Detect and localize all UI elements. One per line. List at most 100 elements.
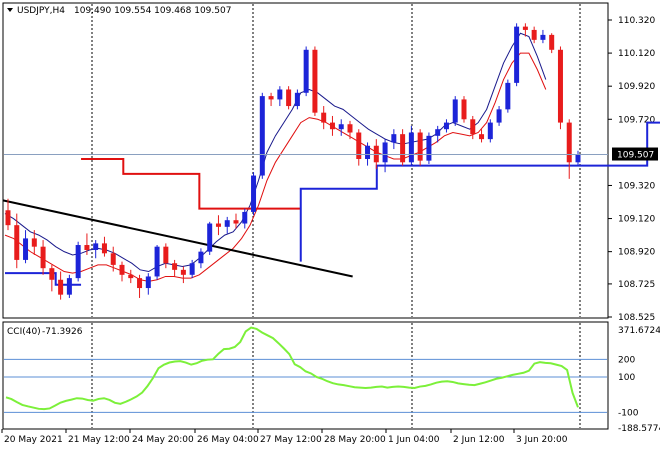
price-axis: 110.320 110.120 109.920 109.720 109.320 109.1… <box>608 16 655 323</box>
cci-tick-label: -188.5774 <box>618 424 660 434</box>
candle-bull <box>145 276 151 289</box>
candle-bear <box>417 132 423 161</box>
candle-bull <box>514 26 520 83</box>
candle-bull <box>189 263 195 275</box>
stop-red-line <box>81 157 301 210</box>
candle-bear <box>58 279 64 295</box>
time-tick-label: 28 May 20:00 <box>324 435 386 445</box>
candle-bull <box>251 175 257 212</box>
cci-value: -71.3926 <box>42 327 83 337</box>
candle-bear <box>180 269 186 275</box>
ohlc-values: 109.490 109.554 109.468 109.507 <box>74 6 231 16</box>
candle-bull <box>294 92 300 107</box>
candle-bear <box>461 99 467 120</box>
candle-bull <box>198 251 204 264</box>
price-tick-label: 109.320 <box>618 181 655 191</box>
candle-bear <box>233 220 239 224</box>
price-tick-label: 110.320 <box>618 16 655 26</box>
candle-bear <box>49 268 55 280</box>
candle-bear <box>557 49 563 123</box>
time-tick-label: 24 May 20:00 <box>132 435 194 445</box>
candle-bull <box>365 145 371 159</box>
candle-bull <box>452 99 458 123</box>
candle-bull <box>338 124 344 130</box>
candle-bull <box>487 122 493 140</box>
candle-bull <box>66 278 72 295</box>
candle-bull <box>207 223 213 252</box>
candle-bull <box>443 122 449 130</box>
candle-bear <box>172 263 178 270</box>
candle-bear <box>5 210 11 226</box>
current-price-label: 109.507 <box>617 151 654 161</box>
chart-header: USDJPY,H4 109.490 109.554 109.468 109.50… <box>7 6 231 16</box>
candle-bear <box>356 132 362 159</box>
candle-bear <box>215 223 221 227</box>
fast-moving-average <box>4 32 547 273</box>
candle-bull <box>435 129 441 136</box>
candle-bull <box>93 243 99 250</box>
candle-bear <box>312 49 318 113</box>
candle-bear <box>268 96 274 100</box>
candle-bull <box>224 220 230 227</box>
cci-tick-label: -100 <box>618 408 639 418</box>
candle-bull <box>259 96 265 176</box>
candle-bear <box>14 225 20 260</box>
current-price-tag <box>612 147 658 161</box>
time-axis: 20 May 2021 21 May 12:00 24 May 20:00 26 Ma… <box>1 429 568 445</box>
time-tick-label: 26 May 04:00 <box>197 435 259 445</box>
trendline <box>2 199 353 278</box>
price-panel-frame <box>2 2 609 319</box>
time-tick-label: 2 Jun 12:00 <box>453 435 505 445</box>
candle-bull <box>408 132 414 163</box>
candle-bull <box>391 134 397 143</box>
candle-bear <box>347 124 353 133</box>
candle-bull <box>303 49 309 93</box>
candle-bull <box>505 82 511 110</box>
cci-line <box>5 326 579 411</box>
candle-bull <box>154 246 160 277</box>
candle-bear <box>549 34 555 50</box>
cci-name: CCI(40) <box>7 327 41 337</box>
candle-bear <box>31 238 37 247</box>
candle-bear <box>137 278 143 289</box>
candle-bear <box>479 134 485 140</box>
candle-bear <box>321 112 327 123</box>
cci-tick-label: 200 <box>618 355 635 365</box>
candle-bear <box>522 26 528 30</box>
time-tick-label: 1 Jun 04:00 <box>388 435 440 445</box>
price-tick-label: 109.920 <box>618 82 655 92</box>
candle-bull <box>23 238 29 260</box>
price-tick-label: 109.120 <box>618 215 655 225</box>
candle-bull <box>496 109 502 123</box>
candlesticks: 109.507 <box>4 23 658 300</box>
candle-bear <box>531 29 537 40</box>
candle-bull <box>382 142 388 163</box>
candle-bull <box>426 135 432 161</box>
cci-series <box>5 326 579 411</box>
symbol-label: USDJPY,H4 <box>17 6 65 16</box>
cci-tick-label: 371.6724 <box>618 326 660 336</box>
cci-tick-label: 100 <box>618 373 635 383</box>
candle-bear <box>101 243 107 254</box>
candle-bear <box>110 253 116 265</box>
price-tick-label: 108.725 <box>618 280 655 290</box>
candle-bear <box>286 89 292 107</box>
candle-bull <box>75 245 81 279</box>
price-tick-label: 109.720 <box>618 115 655 125</box>
candle-bear <box>470 119 476 135</box>
candle-bear <box>84 245 90 250</box>
candle-bull <box>540 34 546 40</box>
time-tick-label: 3 Jun 20:00 <box>516 435 568 445</box>
candle-bear <box>40 246 46 269</box>
time-tick-label: 27 May 12:00 <box>260 435 322 445</box>
dropdown-triangle-icon[interactable] <box>7 8 13 12</box>
candle-bear <box>400 134 406 163</box>
candle-bull <box>575 154 581 163</box>
candle-bear <box>566 122 572 163</box>
stop-blue-line <box>299 121 660 262</box>
candle-bear <box>163 246 169 264</box>
candle-bear <box>128 274 134 279</box>
cci-levels <box>4 358 607 413</box>
candle-bear <box>329 122 335 130</box>
